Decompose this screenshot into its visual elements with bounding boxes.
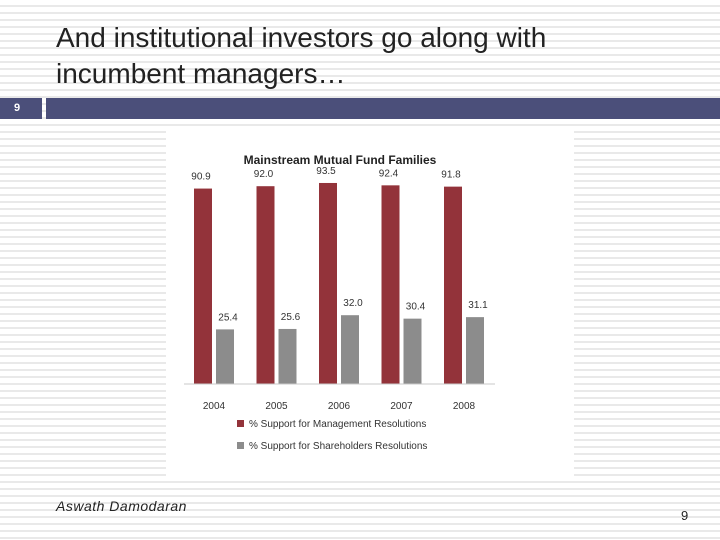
bar-shareholders-2005 [278, 328, 297, 384]
chart-title: Mainstream Mutual Fund Families [244, 153, 437, 167]
bar-shareholders-2007 [403, 318, 422, 384]
slide-title: And institutional investors go along wit… [56, 20, 656, 92]
data-label-shareholders-2007: 30.4 [406, 302, 426, 313]
data-label-management-2004: 90.9 [191, 172, 211, 183]
x-tick-label-2007: 2007 [390, 401, 413, 412]
data-label-shareholders-2006: 32.0 [343, 298, 363, 309]
bar-shareholders-2004 [216, 329, 234, 384]
bar-management-2006 [319, 182, 337, 384]
data-label-shareholders-2008: 31.1 [468, 300, 488, 311]
bar-series-group: 90.9 25.4 92.0 25.6 93.5 32.0 92.4 30.4 91.8 31.1 [191, 166, 488, 384]
bar-management-2005 [256, 186, 275, 384]
data-label-management-2008: 91.8 [441, 170, 461, 181]
bar-management-2007 [381, 185, 400, 384]
chart-panel: Mainstream Mutual Fund Families 90.9 25.4… [166, 127, 574, 477]
x-tick-label-2008: 2008 [453, 401, 476, 412]
bar-chart: Mainstream Mutual Fund Families 90.9 25.4… [184, 153, 495, 452]
data-label-management-2006: 93.5 [316, 166, 336, 177]
bar-management-2008 [444, 186, 462, 384]
header-rule [46, 98, 720, 119]
bar-shareholders-2008 [466, 317, 484, 384]
chart-legend: % Support for Management Resolutions % Su… [237, 419, 427, 452]
data-label-shareholders-2005: 25.6 [281, 312, 301, 323]
x-tick-label-2004: 2004 [203, 401, 226, 412]
legend-swatch-management [237, 420, 244, 427]
x-tick-labels: 2004 2005 2006 2007 2008 [203, 401, 476, 412]
slide-title-line-2: incumbent managers… [56, 58, 346, 89]
legend-label-shareholders: % Support for Shareholders Resolutions [249, 441, 427, 452]
data-label-shareholders-2004: 25.4 [218, 312, 238, 323]
bar-management-2004 [194, 188, 212, 384]
x-tick-label-2005: 2005 [265, 401, 288, 412]
legend-label-management: % Support for Management Resolutions [249, 419, 426, 430]
page-number: 9 [681, 508, 689, 523]
author-credit: Aswath Damodaran [56, 498, 187, 514]
legend-swatch-shareholders [237, 442, 244, 449]
data-label-management-2005: 92.0 [254, 169, 274, 180]
slide-title-line-1: And institutional investors go along wit… [56, 22, 547, 53]
slide-number-badge: 9 [0, 98, 42, 119]
x-tick-label-2006: 2006 [328, 401, 351, 412]
bar-shareholders-2006 [341, 315, 359, 384]
data-label-management-2007: 92.4 [379, 168, 399, 179]
